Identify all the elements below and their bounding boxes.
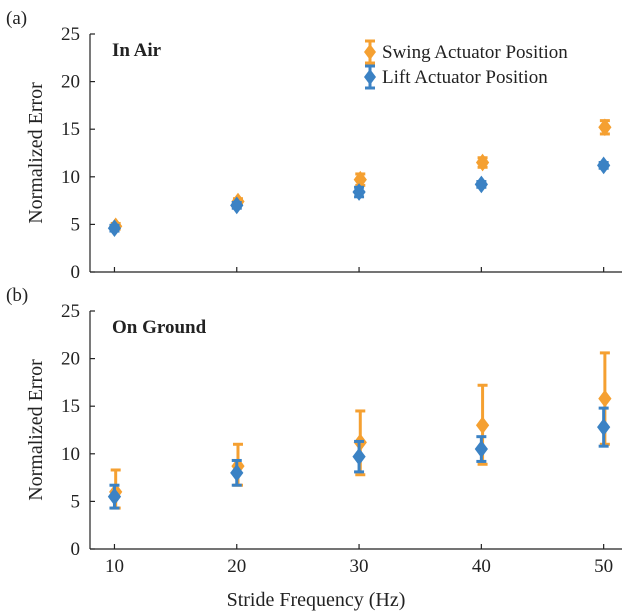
y-tick-label: 25 bbox=[61, 301, 80, 322]
y-tick-label: 0 bbox=[71, 539, 81, 560]
series-swing bbox=[109, 118, 612, 236]
y-tick-label: 10 bbox=[61, 167, 80, 188]
data-point bbox=[474, 175, 488, 194]
y-tick-label: 15 bbox=[61, 396, 80, 417]
x-tick-label: 10 bbox=[105, 556, 124, 577]
legend-label: Swing Actuator Position bbox=[382, 42, 568, 63]
panel-title: In Air bbox=[112, 40, 162, 61]
legend-swatch-marker bbox=[364, 69, 376, 85]
y-tick-label: 25 bbox=[61, 24, 80, 45]
series-lift bbox=[107, 156, 611, 238]
legend-item-lift: Lift Actuator Position bbox=[364, 64, 548, 90]
legend: Swing Actuator Position Lift Actuator Pos… bbox=[364, 39, 568, 90]
y-axis-label: Normalized Error bbox=[25, 82, 47, 224]
panel-label: (a) bbox=[6, 8, 27, 29]
data-point bbox=[475, 153, 490, 172]
legend-label: Lift Actuator Position bbox=[382, 67, 548, 88]
data-point bbox=[230, 464, 244, 482]
y-tick-label: 0 bbox=[71, 262, 81, 283]
y-tick-label: 5 bbox=[71, 491, 81, 512]
data-point bbox=[598, 118, 612, 137]
chart-panel-b: 0 5 10 15 20 25 10 20 30 40 50 Normalized Error (b) O… bbox=[6, 285, 622, 577]
x-tick-label: 40 bbox=[472, 556, 491, 577]
data-point bbox=[352, 447, 366, 466]
y-axis-label: Normalized Error bbox=[25, 359, 47, 501]
data-point bbox=[230, 196, 244, 215]
legend-swatch-marker bbox=[364, 44, 376, 60]
data-point bbox=[597, 156, 611, 175]
panel-label: (b) bbox=[6, 285, 28, 306]
x-tick-label: 50 bbox=[594, 556, 613, 577]
series-swing bbox=[109, 351, 612, 510]
data-point bbox=[598, 389, 612, 408]
series-lift bbox=[107, 406, 611, 510]
x-axis-label: Stride Frequency (Hz) bbox=[227, 589, 406, 611]
x-tick-label: 20 bbox=[227, 556, 246, 577]
x-tick-label: 30 bbox=[350, 556, 369, 577]
data-point bbox=[474, 440, 488, 458]
data-point bbox=[107, 219, 122, 238]
y-tick-label: 5 bbox=[71, 214, 81, 235]
data-point bbox=[475, 416, 490, 435]
chart-panel-a: 0 5 10 15 20 25 Normalized Error (a) In Air Swing… bbox=[6, 8, 622, 283]
y-tick-label: 10 bbox=[61, 444, 80, 465]
y-tick-label: 20 bbox=[61, 349, 80, 370]
data-point bbox=[597, 418, 611, 436]
data-point bbox=[107, 487, 122, 506]
y-tick-label: 15 bbox=[61, 119, 80, 140]
data-point bbox=[352, 183, 366, 201]
y-tick-label: 20 bbox=[61, 72, 80, 93]
panel-title: On Ground bbox=[112, 317, 207, 338]
legend-item-swing: Swing Actuator Position bbox=[364, 39, 568, 65]
